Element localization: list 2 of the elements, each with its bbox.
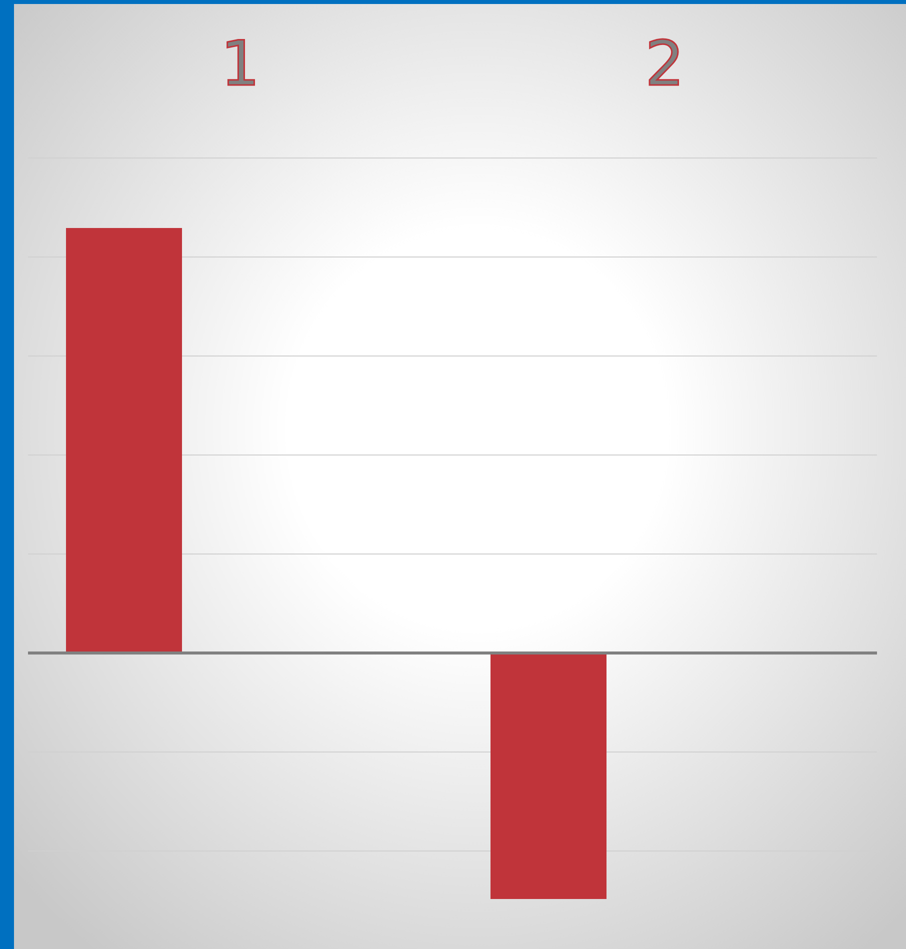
x-tick-label: 2 bbox=[645, 27, 684, 100]
x-tick-label: 1 bbox=[220, 27, 260, 100]
